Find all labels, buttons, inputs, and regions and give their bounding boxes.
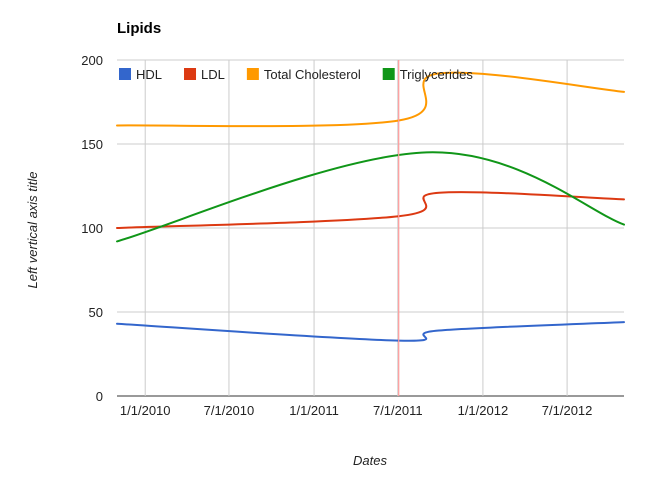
y-axis-title: Left vertical axis title — [25, 171, 40, 288]
x-tick-label: 1/1/2012 — [458, 403, 509, 418]
series-lines — [116, 71, 625, 342]
y-axis-ticks: 0 50 100 150 200 — [81, 53, 103, 404]
total-cholesterol-legend-swatch — [246, 68, 259, 80]
legend: HDL LDL Total Cholesterol Triglycerides — [119, 67, 473, 82]
chart-title: Lipids — [117, 20, 161, 37]
y-tick-label: 0 — [96, 389, 103, 404]
x-tick-label: 1/1/2010 — [120, 403, 171, 418]
x-tick-label: 7/1/2010 — [204, 403, 255, 418]
x-tick-label: 7/1/2011 — [373, 403, 423, 418]
ldl-legend-label: LDL — [201, 67, 225, 82]
y-tick-label: 100 — [81, 221, 103, 236]
x-axis-ticks: 1/1/2010 7/1/2010 1/1/2011 7/1/2011 1/1/2012… — [120, 403, 592, 418]
total-cholesterol-series-line — [116, 71, 625, 128]
y-tick-label: 150 — [81, 137, 103, 152]
hdl-legend-label: HDL — [136, 67, 162, 82]
ldl-series-line — [116, 191, 625, 229]
ldl-legend-swatch — [184, 68, 197, 80]
x-tick-label: 1/1/2011 — [289, 403, 339, 418]
total-cholesterol-legend-label: Total Cholesterol — [264, 67, 361, 82]
triglycerides-legend-swatch — [382, 68, 395, 80]
hdl-series-line — [116, 321, 625, 342]
grid-lines — [117, 59, 624, 397]
triglycerides-series-line — [116, 151, 625, 243]
y-tick-label: 50 — [89, 305, 103, 320]
y-tick-label: 200 — [81, 53, 103, 68]
x-tick-label: 7/1/2012 — [542, 403, 593, 418]
triglycerides-legend-label: Triglycerides — [400, 67, 474, 82]
x-axis-title: Dates — [353, 453, 387, 468]
hdl-legend-swatch — [119, 68, 131, 80]
